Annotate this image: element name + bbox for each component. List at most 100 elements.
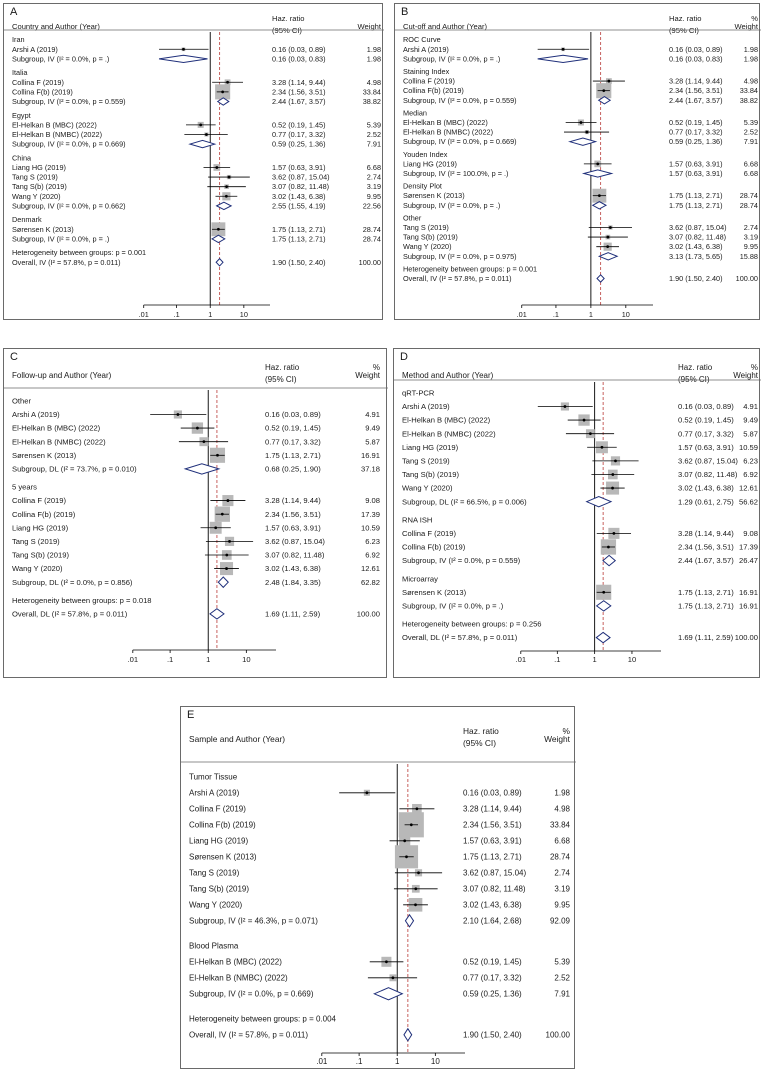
ci-text: 3.02 (1.43, 6.38) (678, 484, 734, 493)
ci-text: 2.48 (1.84, 3.35) (265, 578, 321, 587)
subgroup-label: Subgroup, IV (I² = 0.0%, p = 0.669) (189, 990, 314, 999)
study-label: Wang Y (2020) (403, 242, 452, 251)
forest-plot-panel-b: B Cut-off and Author (Year) Haz. ratio (95%… (394, 3, 761, 320)
weight-value: 100.00 (546, 1031, 571, 1040)
ci-text: 0.59 (0.25, 1.36) (463, 990, 522, 999)
study-label: Tang S (2019) (403, 223, 449, 232)
subgroup-diamond (404, 913, 415, 928)
study-label: Collina F (2019) (403, 77, 455, 86)
weight-value: 17.39 (739, 543, 758, 552)
group-label: ROC Curve (403, 35, 441, 44)
ci-text: 1.57 (0.63, 3.91) (678, 443, 734, 452)
subgroup-diamond (597, 252, 619, 261)
weight-value: 3.19 (367, 182, 381, 191)
study-label: Collina F (2019) (189, 805, 246, 814)
x-tick-label: 10 (242, 655, 250, 664)
point-estimate (215, 166, 219, 169)
ci-text: 1.75 (1.13, 2.71) (265, 451, 321, 460)
ci-text: 3.13 (1.73, 5.65) (669, 252, 723, 261)
point-estimate (614, 459, 617, 463)
weight-value: 1.98 (554, 789, 570, 798)
ci-text: 2.34 (1.56, 3.51) (669, 86, 723, 95)
point-estimate (196, 426, 199, 430)
group-label: qRT-PCR (402, 389, 435, 398)
weight-column-header-line2: Weight (735, 22, 759, 31)
weight-value: 28.74 (740, 191, 758, 200)
weight-value: 2.74 (554, 869, 570, 878)
group-label: Iran (12, 35, 25, 44)
subgroup-label: Subgroup, IV (I² = 46.3%, p = 0.071) (189, 917, 318, 926)
weight-value: 1.98 (367, 45, 381, 54)
point-estimate (607, 79, 611, 83)
group-label: China (12, 153, 32, 162)
panel-letter: E (187, 709, 194, 721)
ci-column-header-line1: Haz. ratio (678, 363, 713, 372)
subgroup-label: Subgroup, IV (I² = 0.0%, p = 0.662) (12, 201, 126, 210)
ci-text: 1.75 (1.13, 2.71) (669, 201, 723, 210)
subgroup-label: Subgroup, IV (I² = 0.0%, p = .) (402, 602, 504, 611)
forest-plot-b-svg: B Cut-off and Author (Year) Haz. ratio (95%… (395, 6, 761, 319)
weight-value: 16.91 (739, 602, 758, 611)
study-label: Tang S (2019) (12, 537, 60, 546)
study-label: Wang Y (2020) (189, 901, 243, 910)
group-label: Egypt (12, 111, 31, 120)
ci-text: 3.02 (1.43, 6.38) (463, 901, 522, 910)
subgroup-diamond (591, 201, 608, 210)
study-label: Wang Y (2020) (402, 484, 453, 493)
study-label: Tang S(b) (2019) (403, 233, 458, 242)
ci-text: 0.16 (0.03, 0.83) (669, 54, 723, 63)
ci-text: 2.44 (1.67, 3.57) (678, 556, 734, 565)
study-label: Sørensen K (2013) (403, 191, 465, 200)
ci-text: 1.57 (0.63, 3.91) (463, 837, 522, 846)
ci-text: 3.02 (1.43, 6.38) (272, 192, 326, 201)
ci-text: 1.75 (1.13, 2.71) (678, 588, 734, 597)
weight-value: 5.39 (554, 958, 570, 967)
x-tick-label: .1 (356, 1057, 363, 1066)
point-estimate (226, 80, 229, 84)
ci-text: 0.16 (0.03, 0.83) (272, 54, 326, 63)
study-label: Collina F(b) (2019) (402, 543, 466, 552)
study-label: El-Helkan B (MBC) (2022) (12, 120, 97, 129)
ci-text: 0.16 (0.03, 0.89) (463, 789, 522, 798)
subgroup-label: Subgroup, IV (I² = 0.0%, p = 0.559) (403, 96, 517, 105)
point-estimate (608, 226, 612, 229)
forest-plot-c-svg: C Follow-up and Author (Year) Haz. ratio (9… (4, 351, 388, 664)
point-estimate (415, 807, 419, 811)
group-label: Median (403, 108, 427, 117)
ci-text: 1.75 (1.13, 2.71) (678, 602, 734, 611)
weight-value: 4.91 (365, 410, 380, 419)
ci-text: 3.02 (1.43, 6.38) (265, 564, 321, 573)
overall-diamond (596, 274, 605, 283)
x-tick-label: 1 (593, 655, 597, 664)
weight-value: 3.19 (554, 885, 570, 894)
subgroup-label: Subgroup, IV (I² = 100.0%, p = .) (403, 169, 508, 178)
forest-plot-d-svg: D Method and Author (Year) Haz. ratio (95% … (394, 351, 761, 664)
group-label: 5 years (12, 483, 37, 492)
subgroup-diamond (158, 54, 208, 64)
ci-text: 0.16 (0.03, 0.89) (265, 410, 321, 419)
study-label: El-Helkan B (NMBC) (2022) (189, 974, 288, 983)
ci-column-header-line1: Haz. ratio (272, 14, 305, 23)
point-estimate (611, 473, 615, 476)
weight-value: 5.39 (744, 118, 758, 127)
point-estimate (417, 871, 420, 875)
study-label: El-Helkan B (NMBC) (2022) (402, 429, 496, 438)
weight-column-header-line1: % (751, 14, 758, 23)
x-tick-label: 10 (628, 655, 636, 664)
ci-text: 0.52 (0.19, 1.45) (272, 120, 326, 129)
subgroup-diamond (373, 987, 404, 1001)
point-estimate (226, 499, 230, 502)
ci-text: 1.57 (0.63, 3.91) (265, 523, 321, 532)
subgroup-diamond (183, 463, 221, 475)
forest-plot-panel-d: D Method and Author (Year) Haz. ratio (95% … (393, 348, 761, 678)
group-label: Other (403, 213, 422, 222)
forest-plot-a-svg: A Country and Author (Year) Haz. ratio (95%… (4, 6, 384, 319)
study-label: Liang HG (2019) (403, 159, 457, 168)
point-estimate (216, 453, 219, 457)
study-label: Arshi A (2019) (402, 402, 450, 411)
ci-column-header-line2: (95% CI) (463, 738, 496, 748)
weight-value: 33.84 (740, 86, 758, 95)
ci-text: 1.75 (1.13, 2.71) (669, 191, 723, 200)
study-label: Collina F(b) (2019) (403, 86, 464, 95)
point-estimate (385, 960, 388, 964)
